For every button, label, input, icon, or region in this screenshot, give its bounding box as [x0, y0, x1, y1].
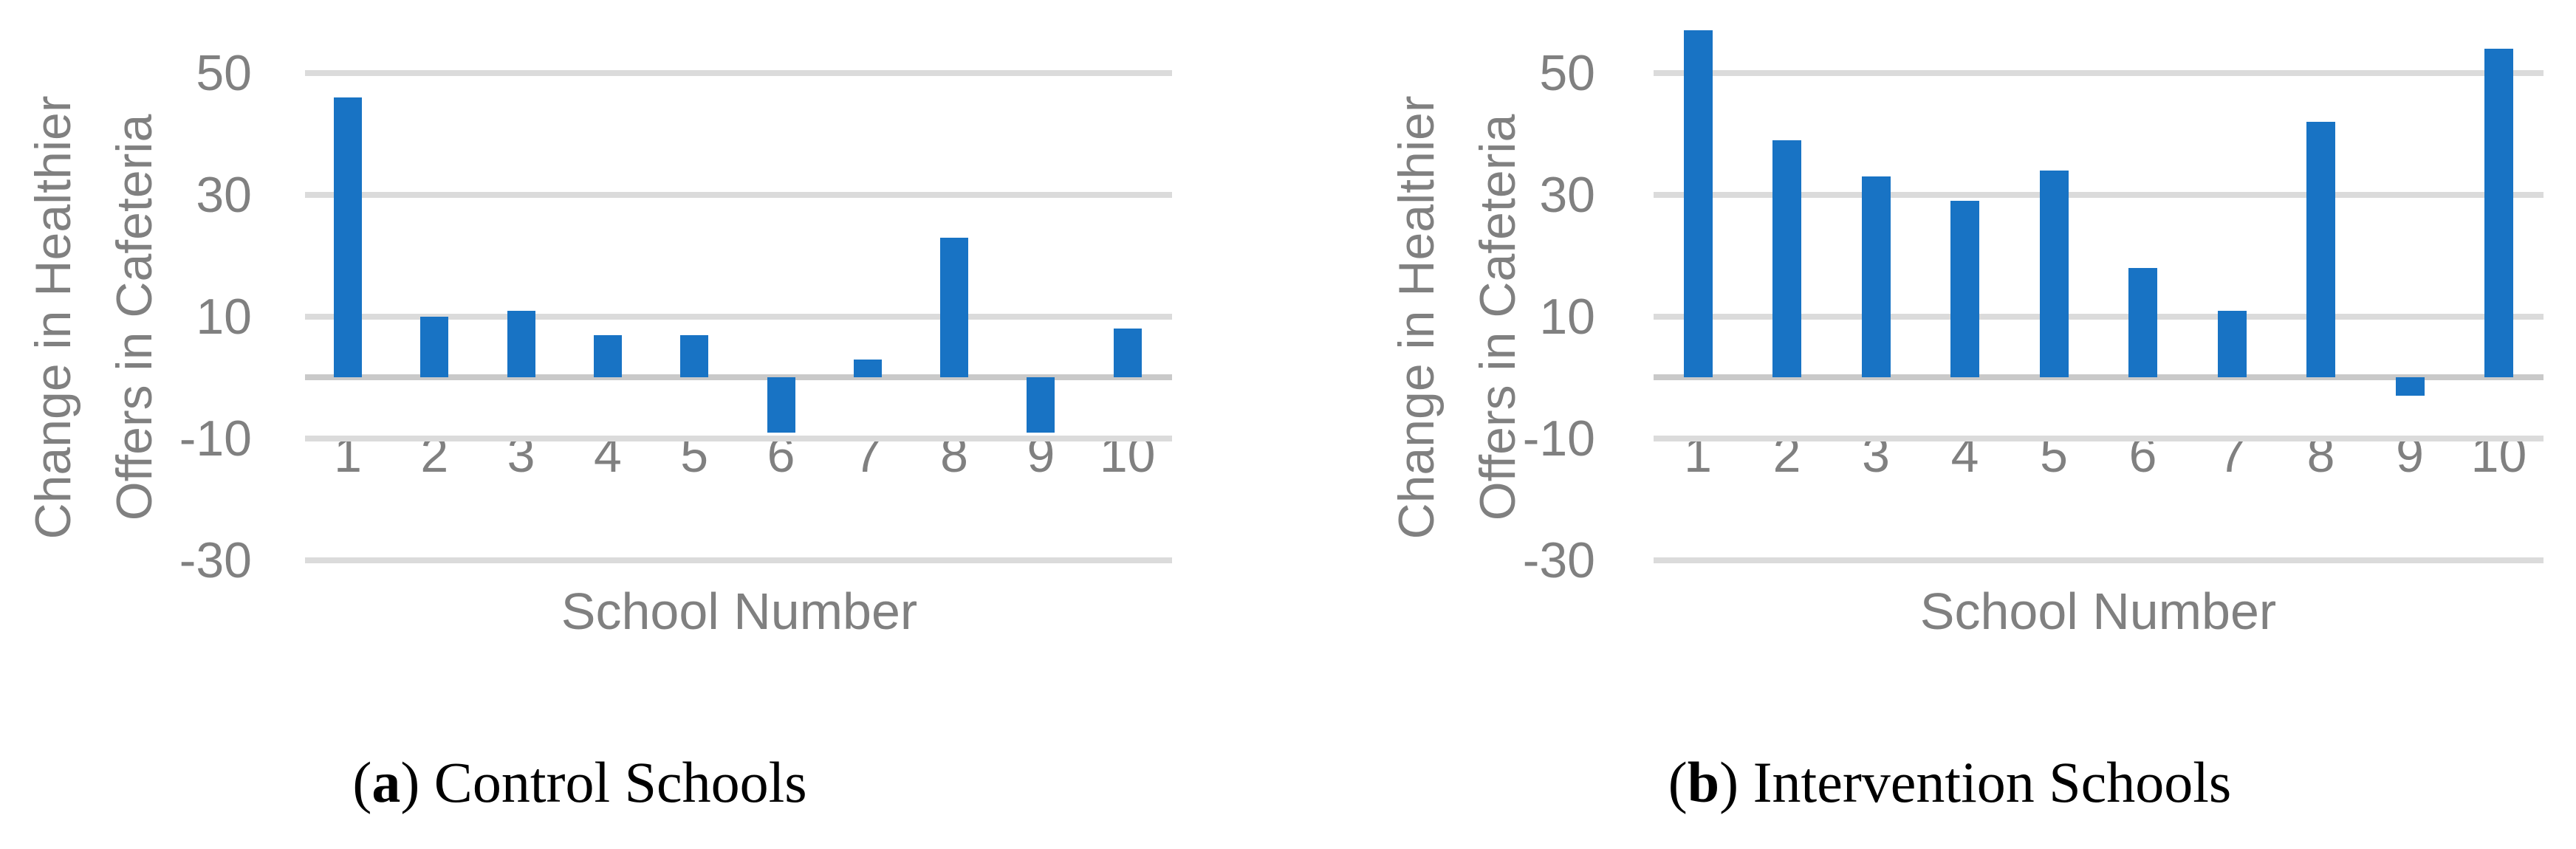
bar-school-6: [767, 377, 795, 433]
bar-school-3: [1861, 176, 1891, 378]
caption-paren-close: ): [400, 750, 434, 814]
y-tick-label--10: -10: [179, 410, 252, 467]
caption-paren-close: ): [1719, 750, 1753, 814]
caption-text: Intervention Schools: [1753, 750, 2232, 814]
x-axis-title: School Number: [561, 582, 918, 640]
y-tick-label-50: 50: [1539, 44, 1595, 101]
caption-paren-open: (: [352, 750, 372, 814]
gridline-y-10: [1654, 313, 2544, 320]
gridline-y--30: [1654, 557, 2544, 563]
caption-text: Control Schools: [434, 750, 807, 814]
bar-school-5: [2039, 170, 2069, 378]
y-tick-label--30: -30: [179, 532, 252, 588]
y-tick-label-50: 50: [196, 44, 252, 101]
bar-school-8: [2306, 121, 2335, 378]
bar-school-1: [1683, 30, 1713, 378]
y-tick-label-10: 10: [196, 288, 252, 345]
x-axis-title: School Number: [1919, 582, 2277, 640]
bar-school-9: [1027, 377, 1055, 433]
gridline-y-30: [1654, 191, 2544, 198]
caption-letter: a: [371, 750, 401, 814]
caption-letter: b: [1687, 750, 1720, 814]
caption-paren-open: (: [1668, 750, 1688, 814]
x-axis-zero-line: [1654, 374, 2544, 381]
bar-school-6: [2128, 267, 2157, 378]
gridline-y-50: [1654, 69, 2544, 76]
bar-school-10: [1113, 329, 1142, 378]
bar-school-4: [593, 334, 622, 378]
y-tick-label-30: 30: [196, 166, 252, 223]
subfigure-caption-a: (a) Control Schools: [63, 742, 1097, 823]
bar-school-9: [2395, 377, 2425, 396]
bar-school-10: [2484, 48, 2513, 378]
bar-school-7: [853, 359, 882, 378]
y-tick-label-10: 10: [1539, 288, 1595, 345]
bar-school-5: [680, 334, 709, 378]
x-axis-zero-line: [305, 374, 1172, 381]
bar-school-8: [940, 237, 969, 378]
y-tick-label--10: -10: [1522, 410, 1595, 467]
gridline-y-50: [305, 69, 1172, 76]
bar-school-4: [1950, 201, 1979, 378]
y-tick-label--30: -30: [1522, 532, 1595, 588]
gridline-y-30: [305, 191, 1172, 198]
y-tick-label-30: 30: [1539, 166, 1595, 223]
gridline-y--10: [1654, 435, 2544, 441]
bar-school-7: [2217, 310, 2247, 378]
gridline-y--30: [305, 557, 1172, 563]
bar-school-3: [507, 310, 535, 378]
gridline-y-10: [305, 313, 1172, 320]
subfigure-caption-b: (b) Intervention Schools: [1433, 742, 2467, 823]
bar-school-2: [1772, 140, 1801, 378]
gridline-y--10: [305, 435, 1172, 441]
bar-school-2: [420, 316, 449, 378]
bar-school-1: [334, 97, 362, 378]
